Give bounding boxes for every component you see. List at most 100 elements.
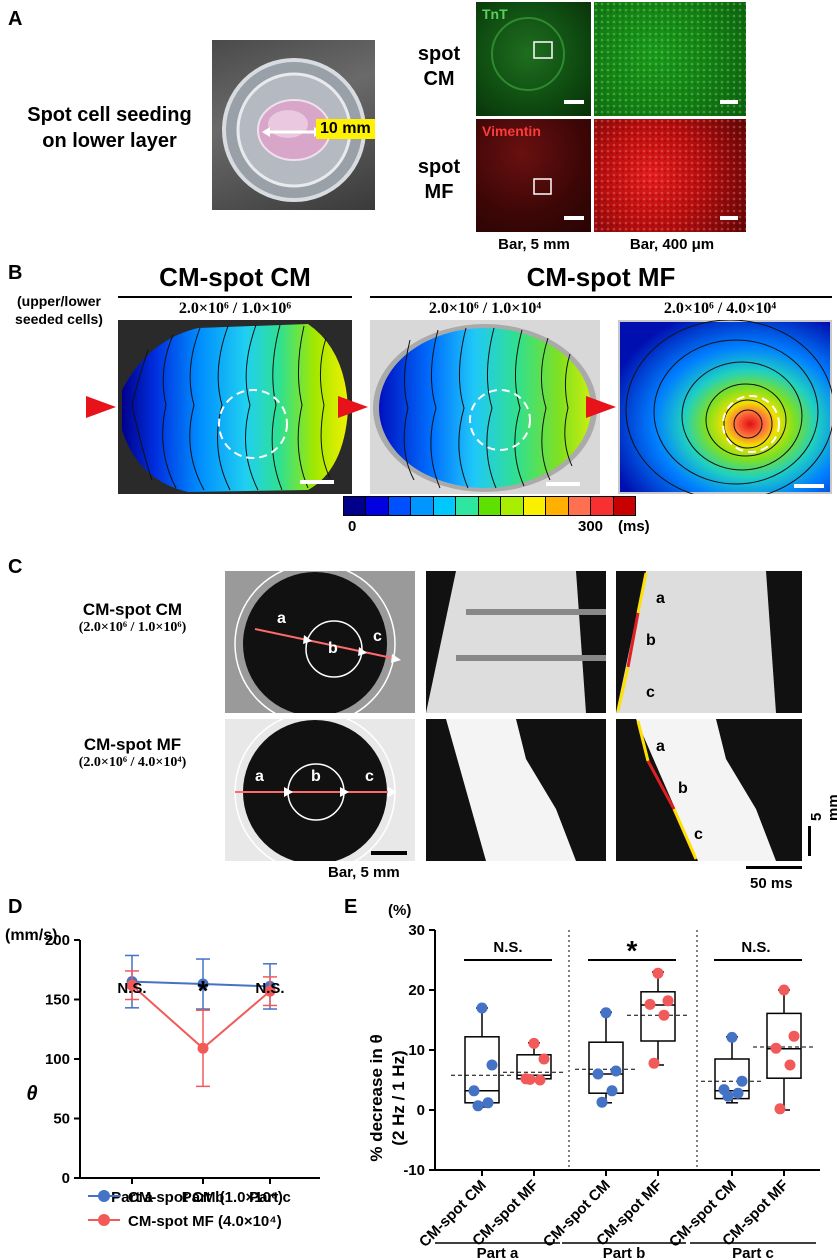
c-row1-title: CM-spot CM	[82, 600, 183, 619]
e-point	[600, 1007, 612, 1019]
tnt-stain-label: TnT	[482, 6, 508, 22]
seeded-cells-line2: seeded cells)	[15, 311, 103, 327]
c-row2-cond: (2.0×10⁶ / 4.0×10⁴)	[78, 755, 187, 770]
d-sig-a: N.S.	[117, 980, 146, 997]
c-row2-kymograph	[426, 719, 606, 861]
c-row1-cond: (2.0×10⁶ / 1.0×10⁶)	[78, 620, 187, 635]
stim-arrow-3	[586, 396, 616, 418]
d-y-tick-label: 150	[45, 992, 70, 1009]
c-time-scale-bar	[746, 866, 802, 869]
tnt-low-mag-image: TnT	[476, 2, 591, 116]
e-point	[592, 1068, 604, 1080]
colorbar-segment	[455, 497, 478, 515]
d-point	[197, 978, 209, 990]
e-point	[788, 1030, 800, 1042]
colorbar-segment	[387, 497, 411, 515]
row1-label: spot CM	[410, 42, 468, 92]
c-row1-kymo-c: c	[646, 684, 655, 701]
c-vert-scale-bar	[808, 826, 811, 856]
e-y-tick-label: 30	[408, 922, 425, 939]
e-y-tick-label: 0	[417, 1102, 425, 1119]
c-row1-kymo-a: a	[656, 590, 665, 607]
d-y-tick-label: 200	[45, 932, 70, 949]
e-ylabel-2: (2 Hz / 1 Hz)	[389, 1050, 408, 1145]
e-point	[644, 998, 656, 1010]
colorbar-segment	[344, 497, 366, 515]
e-point	[528, 1037, 540, 1049]
e-point	[524, 1073, 536, 1085]
e-unit: (%)	[388, 902, 411, 919]
cond-label-2: 2.0×10⁶ / 1.0×10⁴	[428, 300, 542, 317]
seeded-cells-label: (upper/lower seeded cells)	[0, 292, 118, 328]
row2-label-line2: MF	[424, 181, 454, 203]
d-legend-mf-marker	[98, 1214, 110, 1226]
e-point	[736, 1075, 748, 1087]
e-point	[648, 1057, 660, 1069]
e-point	[774, 1103, 786, 1115]
c-row1-seg-b: b	[328, 640, 338, 657]
vimentin-scale-bar	[564, 216, 584, 220]
bar-5mm-label: Bar, 5 mm	[498, 236, 570, 253]
panel-b-letter: B	[8, 262, 23, 284]
d-sig-b: *	[198, 975, 209, 1006]
cond-label-3: 2.0×10⁶ / 4.0×10⁴	[663, 300, 777, 317]
panel-a-letter: A	[8, 8, 23, 30]
c-row2-kymo-b: b	[678, 780, 688, 797]
e-point	[722, 1090, 734, 1102]
e-point	[778, 984, 790, 996]
row1-label-line2: CM	[423, 68, 455, 90]
e-point	[476, 1002, 488, 1014]
c-row2-kymograph-annotated: a b c	[616, 719, 802, 861]
c-bar-5mm-label: Bar, 5 mm	[328, 864, 400, 881]
e-point	[486, 1059, 498, 1071]
vimentin-high-scale-bar	[720, 216, 738, 220]
d-y-tick-label: 100	[45, 1051, 70, 1068]
e-box	[766, 1012, 802, 1079]
d-legend: CM-spot CM (1.0×10⁶) CM-spot MF (4.0×10⁴…	[88, 1189, 283, 1230]
d-sig-c: N.S.	[255, 980, 284, 997]
seeding-label-line1: Spot cell seeding	[27, 104, 192, 126]
e-point	[726, 1031, 738, 1043]
activation-map-cm-spot-mf-high	[618, 320, 832, 494]
e-point	[538, 1053, 550, 1065]
colorbar-unit: (ms)	[618, 518, 650, 535]
e-point	[732, 1087, 744, 1099]
stim-arrow-1	[86, 396, 116, 418]
c-row2-seg-b: b	[311, 768, 321, 785]
colorbar-segment	[365, 497, 388, 515]
e-part-label: Part a	[477, 1245, 519, 1260]
stim-arrow-2	[338, 396, 368, 418]
e-point	[534, 1074, 546, 1086]
e-point	[770, 1042, 782, 1054]
c-row2-title: CM-spot MF	[83, 735, 182, 754]
vimentin-low-mag-image: Vimentin	[476, 119, 591, 232]
c-row1-spatial-image: a b c	[225, 571, 415, 713]
colorbar-segment	[612, 497, 636, 515]
c-row1-label: CM-spot CM (2.0×10⁶ / 1.0×10⁶)	[40, 600, 225, 636]
panel-d-letter: D	[8, 896, 23, 918]
e-sig-b: *	[627, 935, 638, 966]
row2-label-line1: spot	[417, 156, 461, 178]
title-cm-spot-cm-underline	[118, 296, 352, 298]
tnt-high-scale-bar	[720, 100, 738, 104]
colorbar-segment	[410, 497, 433, 515]
e-point	[784, 1059, 796, 1071]
e-point	[472, 1100, 484, 1112]
e-sig-c: N.S.	[741, 939, 770, 956]
vimentin-zoom-box	[533, 178, 552, 195]
tnt-scale-bar	[564, 100, 584, 104]
e-y-tick-label: -10	[403, 1162, 425, 1179]
colorbar-segment	[545, 497, 568, 515]
colorbar-segment	[522, 497, 546, 515]
c-row2-spatial-image: a b c	[225, 719, 415, 861]
colorbar-max: 300	[578, 518, 604, 535]
c-row2-seg-a: a	[255, 768, 264, 785]
vimentin-high-mag-image	[594, 119, 746, 232]
d-x-tick-label: Part c	[249, 1189, 291, 1206]
e-point	[468, 1085, 480, 1097]
d-ylabel: θ	[26, 1083, 37, 1105]
title-cm-spot-mf: CM-spot MF	[526, 262, 676, 292]
e-point	[596, 1096, 608, 1108]
c-row1-kymograph	[426, 571, 606, 713]
